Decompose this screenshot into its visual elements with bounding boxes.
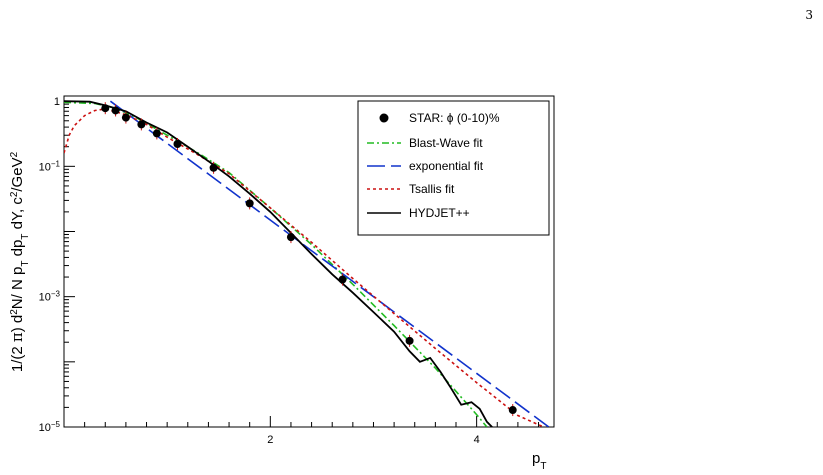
data-point <box>338 275 347 284</box>
data-point <box>101 104 110 113</box>
data-point <box>173 140 182 149</box>
x-tick-label: 2 <box>267 434 273 446</box>
y-tick-label: 10−1 <box>39 159 61 174</box>
legend: STAR: ϕ (0-10)% Blast-Wave fit exponential… <box>357 100 550 236</box>
legend-label: exponential fit <box>409 159 484 173</box>
x-axis-title: pT <box>532 450 546 472</box>
data-point <box>137 120 146 129</box>
data-point <box>286 233 295 242</box>
data-point <box>111 106 120 115</box>
data-point <box>121 113 130 122</box>
legend-label: Blast-Wave fit <box>409 136 483 150</box>
data-point <box>245 199 254 208</box>
legend-marker <box>379 113 389 123</box>
data-point <box>209 163 218 172</box>
y-tick-label: 10−3 <box>39 289 61 304</box>
x-tick-label: 4 <box>474 434 480 446</box>
page-number: 3 <box>805 8 813 22</box>
legend-label: Tsallis fit <box>409 182 455 196</box>
plot-frame <box>63 95 555 428</box>
data-points <box>101 102 517 417</box>
hydjet-curve <box>64 100 493 427</box>
legend-label: STAR: ϕ (0-10)% <box>409 111 500 125</box>
y-axis-title: 1/(2 π) d2N/ N pT dpT dY, c2/GeV2 <box>8 151 31 372</box>
data-point <box>152 129 161 138</box>
data-point <box>508 406 517 415</box>
legend-label: HYDJET++ <box>409 206 470 220</box>
y-tick-label: 1 <box>54 96 60 108</box>
tick-labels: 2 4 1 10−1 10−3 10−5 <box>39 96 480 446</box>
exponential-fit-curve <box>109 100 550 427</box>
data-point <box>405 336 414 345</box>
y-tick-label: 10−5 <box>39 420 61 435</box>
